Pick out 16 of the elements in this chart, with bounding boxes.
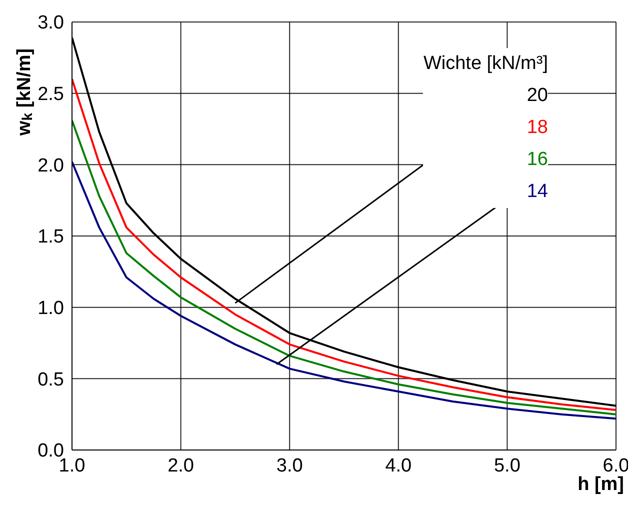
x-tick-label: 3.0 <box>276 455 303 476</box>
x-tick-label: 5.0 <box>494 455 520 476</box>
y-tick-label: 2.5 <box>38 84 64 106</box>
x-tick-label: 4.0 <box>385 455 412 476</box>
legend-title: Wichte [kN/m³] <box>423 52 548 76</box>
y-tick-label: 0.5 <box>38 369 64 390</box>
text: 18 <box>526 116 548 140</box>
text: 14 <box>526 180 548 204</box>
x-tick-label: 2.0 <box>168 455 194 476</box>
x-axis-title: h [m] <box>578 474 624 496</box>
y-tick-label: 3.0 <box>38 12 64 34</box>
y-tick-label: 2.0 <box>38 155 64 176</box>
text: 20 <box>526 84 548 108</box>
y-tick-label: 1.0 <box>38 298 64 320</box>
y-tick-label: 1.5 <box>38 226 64 248</box>
text: 16 <box>526 148 548 172</box>
